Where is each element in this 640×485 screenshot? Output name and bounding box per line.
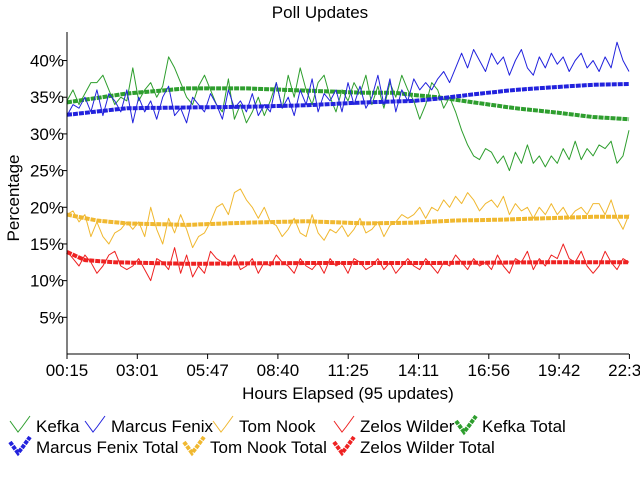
y-tick-label: 40%	[30, 52, 64, 71]
legend: Kefka Marcus Fenix Tom Nook Zelos Wilder Kef…	[8, 414, 566, 457]
series-line-tom-nook	[66, 188, 630, 249]
legend-swatch	[332, 435, 356, 457]
x-tick-label: 05:47	[186, 361, 229, 380]
plot-series	[66, 41, 630, 282]
legend-swatch	[212, 415, 234, 433]
x-tick-label: 16:56	[468, 361, 511, 380]
legend-label: Marcus Fenix	[111, 417, 214, 436]
series-line-kefka-total	[66, 86, 630, 122]
legend-swatch	[84, 415, 106, 433]
y-axis-label: Percentage	[4, 155, 23, 242]
y-tick-label: 5%	[39, 308, 64, 327]
x-tick-label: 03:01	[116, 361, 159, 380]
series-line-kefka	[66, 56, 630, 172]
legend-label: Tom Nook Total	[210, 438, 327, 457]
legend-label: Tom Nook	[239, 417, 316, 436]
chart-title: Poll Updates	[272, 3, 368, 22]
x-tick-label: 22:30	[608, 361, 640, 380]
legend-label: Kefka Total	[482, 417, 566, 436]
legend-swatch	[454, 414, 478, 436]
x-axis-label: Hours Elapsed (95 updates)	[242, 384, 454, 403]
y-tick-label: 10%	[30, 272, 64, 291]
legend-label: Zelos Wilder Total	[360, 438, 495, 457]
x-tick-label: 00:15	[46, 361, 89, 380]
series-line-marcus-fenix	[66, 41, 630, 124]
series-line-marcus-fenix-total	[66, 82, 630, 117]
y-tick-label: 15%	[30, 235, 64, 254]
x-tick-label: 08:40	[257, 361, 300, 380]
series-line-zelos-wilder-total	[66, 250, 629, 266]
legend-swatch	[9, 415, 31, 433]
legend-label: Marcus Fenix Total	[36, 438, 178, 457]
legend-label: Zelos Wilder	[360, 417, 455, 436]
legend-swatch	[182, 435, 206, 457]
x-tick-label: 11:25	[328, 361, 369, 380]
series-line-tom-nook-total	[66, 212, 629, 227]
series-line-zelos-wilder	[66, 243, 630, 282]
y-tick-label: 25%	[30, 162, 64, 181]
x-tick-label: 14:11	[398, 361, 439, 380]
legend-swatch	[333, 415, 355, 433]
legend-swatch	[8, 435, 32, 457]
y-tick-label: 30%	[30, 125, 64, 144]
y-tick-label: 20%	[30, 198, 64, 217]
axes: 5% 10% 15% 20% 25% 30% 35% 40% 00:15 03:01 05:47 08…	[30, 32, 640, 380]
x-tick-label: 19:42	[538, 361, 581, 380]
legend-label: Kefka	[36, 417, 80, 436]
y-tick-label: 35%	[30, 88, 64, 107]
